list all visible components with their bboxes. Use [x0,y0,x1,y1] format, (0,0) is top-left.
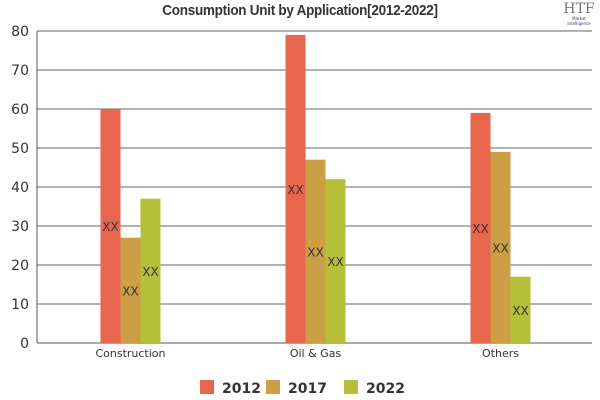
bar-2022 [510,276,531,343]
data-label: XX [287,183,303,197]
bar-2017 [305,159,326,343]
logo-subtext: Market Intelligence [567,16,591,26]
legend-label: 2022 [366,381,405,397]
chart-title: Consumption Unit by Application[2012-202… [162,2,438,19]
y-tick-label: 50 [11,141,29,157]
legend-swatch-2017 [266,380,280,394]
x-tick-label: Others [482,347,519,360]
htf-logo: HTF Market Intelligence [560,2,598,26]
bar-2012 [285,34,306,344]
legend-swatch-2012 [200,380,214,394]
legend-swatch-2022 [344,380,358,394]
bar-2022 [325,179,346,343]
y-tick-label: 0 [20,336,29,352]
data-label: XX [102,220,118,234]
y-tick-label: 40 [11,180,29,196]
bar-2017 [120,237,141,343]
y-tick-label: 80 [11,24,29,40]
legend-label: 2017 [288,381,327,397]
x-tick-label: Oil & Gas [290,347,342,360]
data-label: XX [307,245,323,259]
data-label: XX [512,304,528,318]
data-label: XX [142,265,158,279]
y-tick-label: 10 [11,297,29,313]
data-label: XX [492,241,508,255]
y-tick-label: 70 [11,63,29,79]
data-label: XX [122,284,138,298]
bar-2022 [140,198,161,343]
x-tick-label: Construction [95,347,165,360]
data-label: XX [327,255,343,269]
logo-text: HTF [563,1,595,17]
y-tick-label: 60 [11,102,29,118]
bar-2012 [470,112,491,344]
bar-2012 [100,109,121,343]
y-tick-label: 30 [11,219,29,235]
data-label: XX [472,222,488,236]
bar-2017 [490,151,511,343]
legend-label: 2012 [222,381,261,397]
y-tick-label: 20 [11,258,29,274]
